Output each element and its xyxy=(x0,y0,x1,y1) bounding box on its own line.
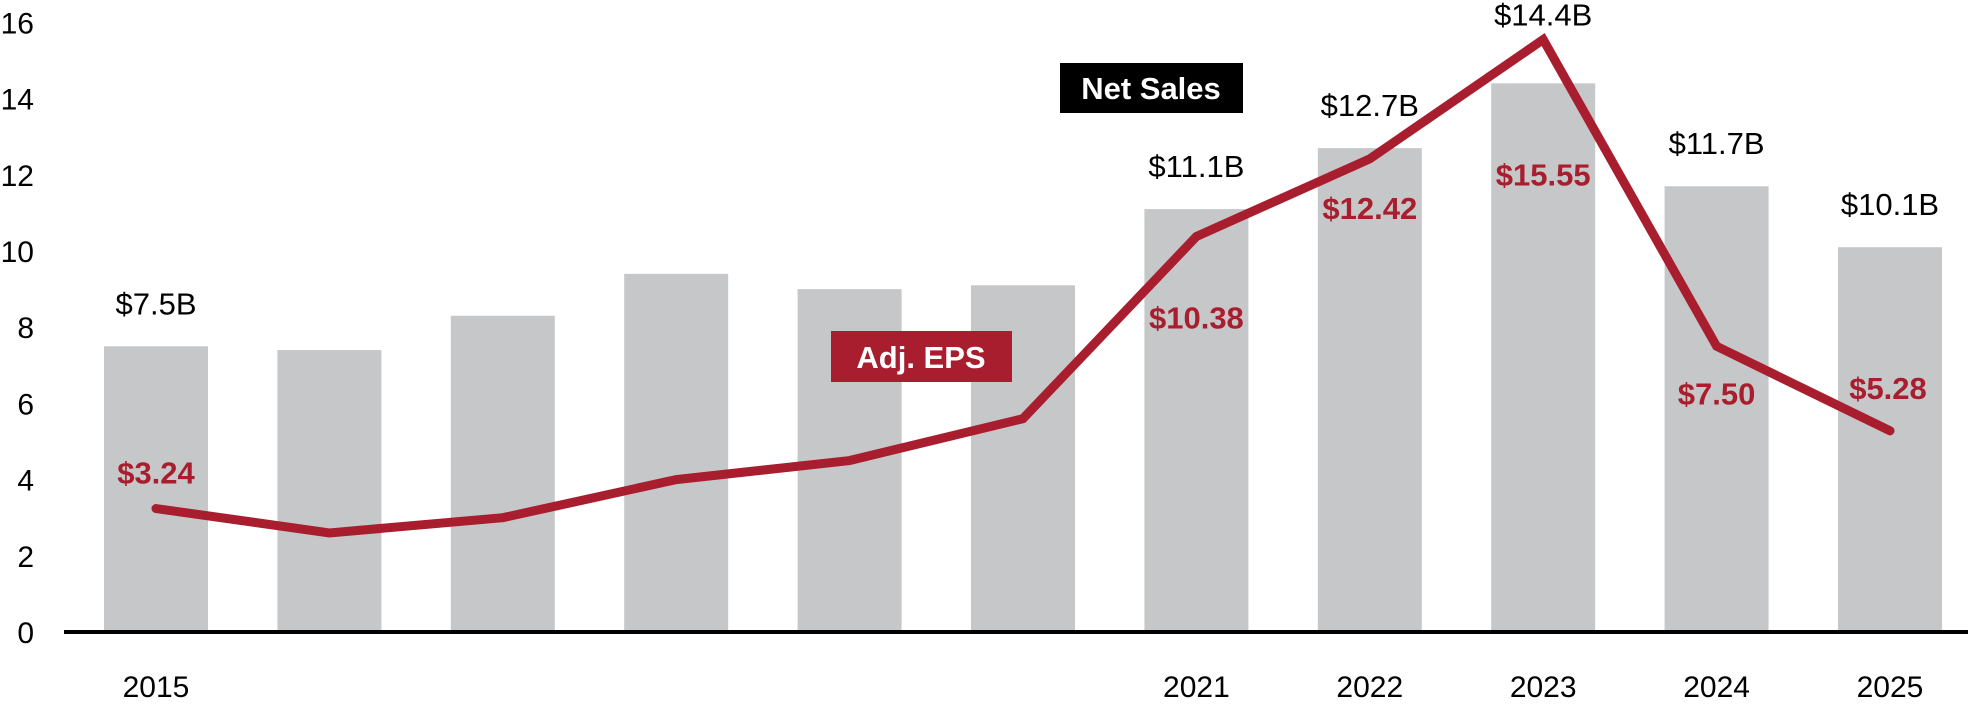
x-tick-label-2025: 2025 xyxy=(1857,671,1924,704)
eps-line-layer xyxy=(151,33,1895,538)
eps-label-2023: $15.55 xyxy=(1496,158,1591,193)
y-axis-ticks: 0 2 4 6 8 10 12 14 16 xyxy=(1,7,34,650)
net-sales-label-2023: $14.4B xyxy=(1494,0,1592,32)
legend-adj-eps-label: Adj. EPS xyxy=(856,340,985,375)
bar-2016 xyxy=(277,350,382,632)
x-tick-label-2015: 2015 xyxy=(123,671,190,704)
eps-label-2024: $7.50 xyxy=(1678,376,1756,411)
eps-label-2021: $10.38 xyxy=(1149,301,1244,336)
y-tick-label: 10 xyxy=(1,236,34,269)
data-labels-layer: $7.5B $11.1B $12.7B $14.4B $11.7B $10.1B $3.24… xyxy=(115,0,1939,491)
x-tick-label-2024: 2024 xyxy=(1683,671,1750,704)
net-sales-label-2015: $7.5B xyxy=(115,286,196,321)
bar-2025 xyxy=(1838,247,1942,632)
y-tick-label: 4 xyxy=(17,465,34,498)
y-tick-label: 16 xyxy=(1,7,34,40)
y-tick-label: 2 xyxy=(17,541,34,574)
y-tick-label: 8 xyxy=(17,312,34,345)
y-tick-label: 0 xyxy=(17,617,34,650)
bars-layer xyxy=(104,83,1942,633)
net-sales-label-2025: $10.1B xyxy=(1841,187,1939,222)
net-sales-label-2022: $12.7B xyxy=(1321,88,1419,123)
eps-label-2022: $12.42 xyxy=(1322,191,1417,226)
net-sales-label-2024: $11.7B xyxy=(1669,126,1765,161)
x-tick-label-2022: 2022 xyxy=(1336,671,1403,704)
y-tick-label: 6 xyxy=(17,388,34,421)
bar-2022 xyxy=(1317,148,1422,632)
bar-2024 xyxy=(1664,186,1769,633)
legend-net-sales-label: Net Sales xyxy=(1081,71,1221,106)
bar-2021 xyxy=(1144,209,1249,632)
y-tick-label: 12 xyxy=(1,160,34,193)
eps-label-2025: $5.28 xyxy=(1849,371,1927,406)
eps-label-2015: $3.24 xyxy=(117,456,195,491)
x-tick-label-2021: 2021 xyxy=(1163,671,1230,704)
legend-adj-eps: Adj. EPS xyxy=(831,331,1012,382)
y-tick-label: 14 xyxy=(1,84,34,117)
x-axis-ticks: 2015 2021 2022 2023 2024 2025 xyxy=(123,671,1924,704)
x-tick-label-2023: 2023 xyxy=(1510,671,1577,704)
net-sales-label-2021: $11.1B xyxy=(1148,149,1244,184)
legend-net-sales: Net Sales xyxy=(1060,63,1243,113)
bar-2015 xyxy=(104,346,208,632)
bar-2018 xyxy=(624,273,729,632)
bar-2017 xyxy=(450,315,555,632)
bar-2023 xyxy=(1491,83,1596,633)
